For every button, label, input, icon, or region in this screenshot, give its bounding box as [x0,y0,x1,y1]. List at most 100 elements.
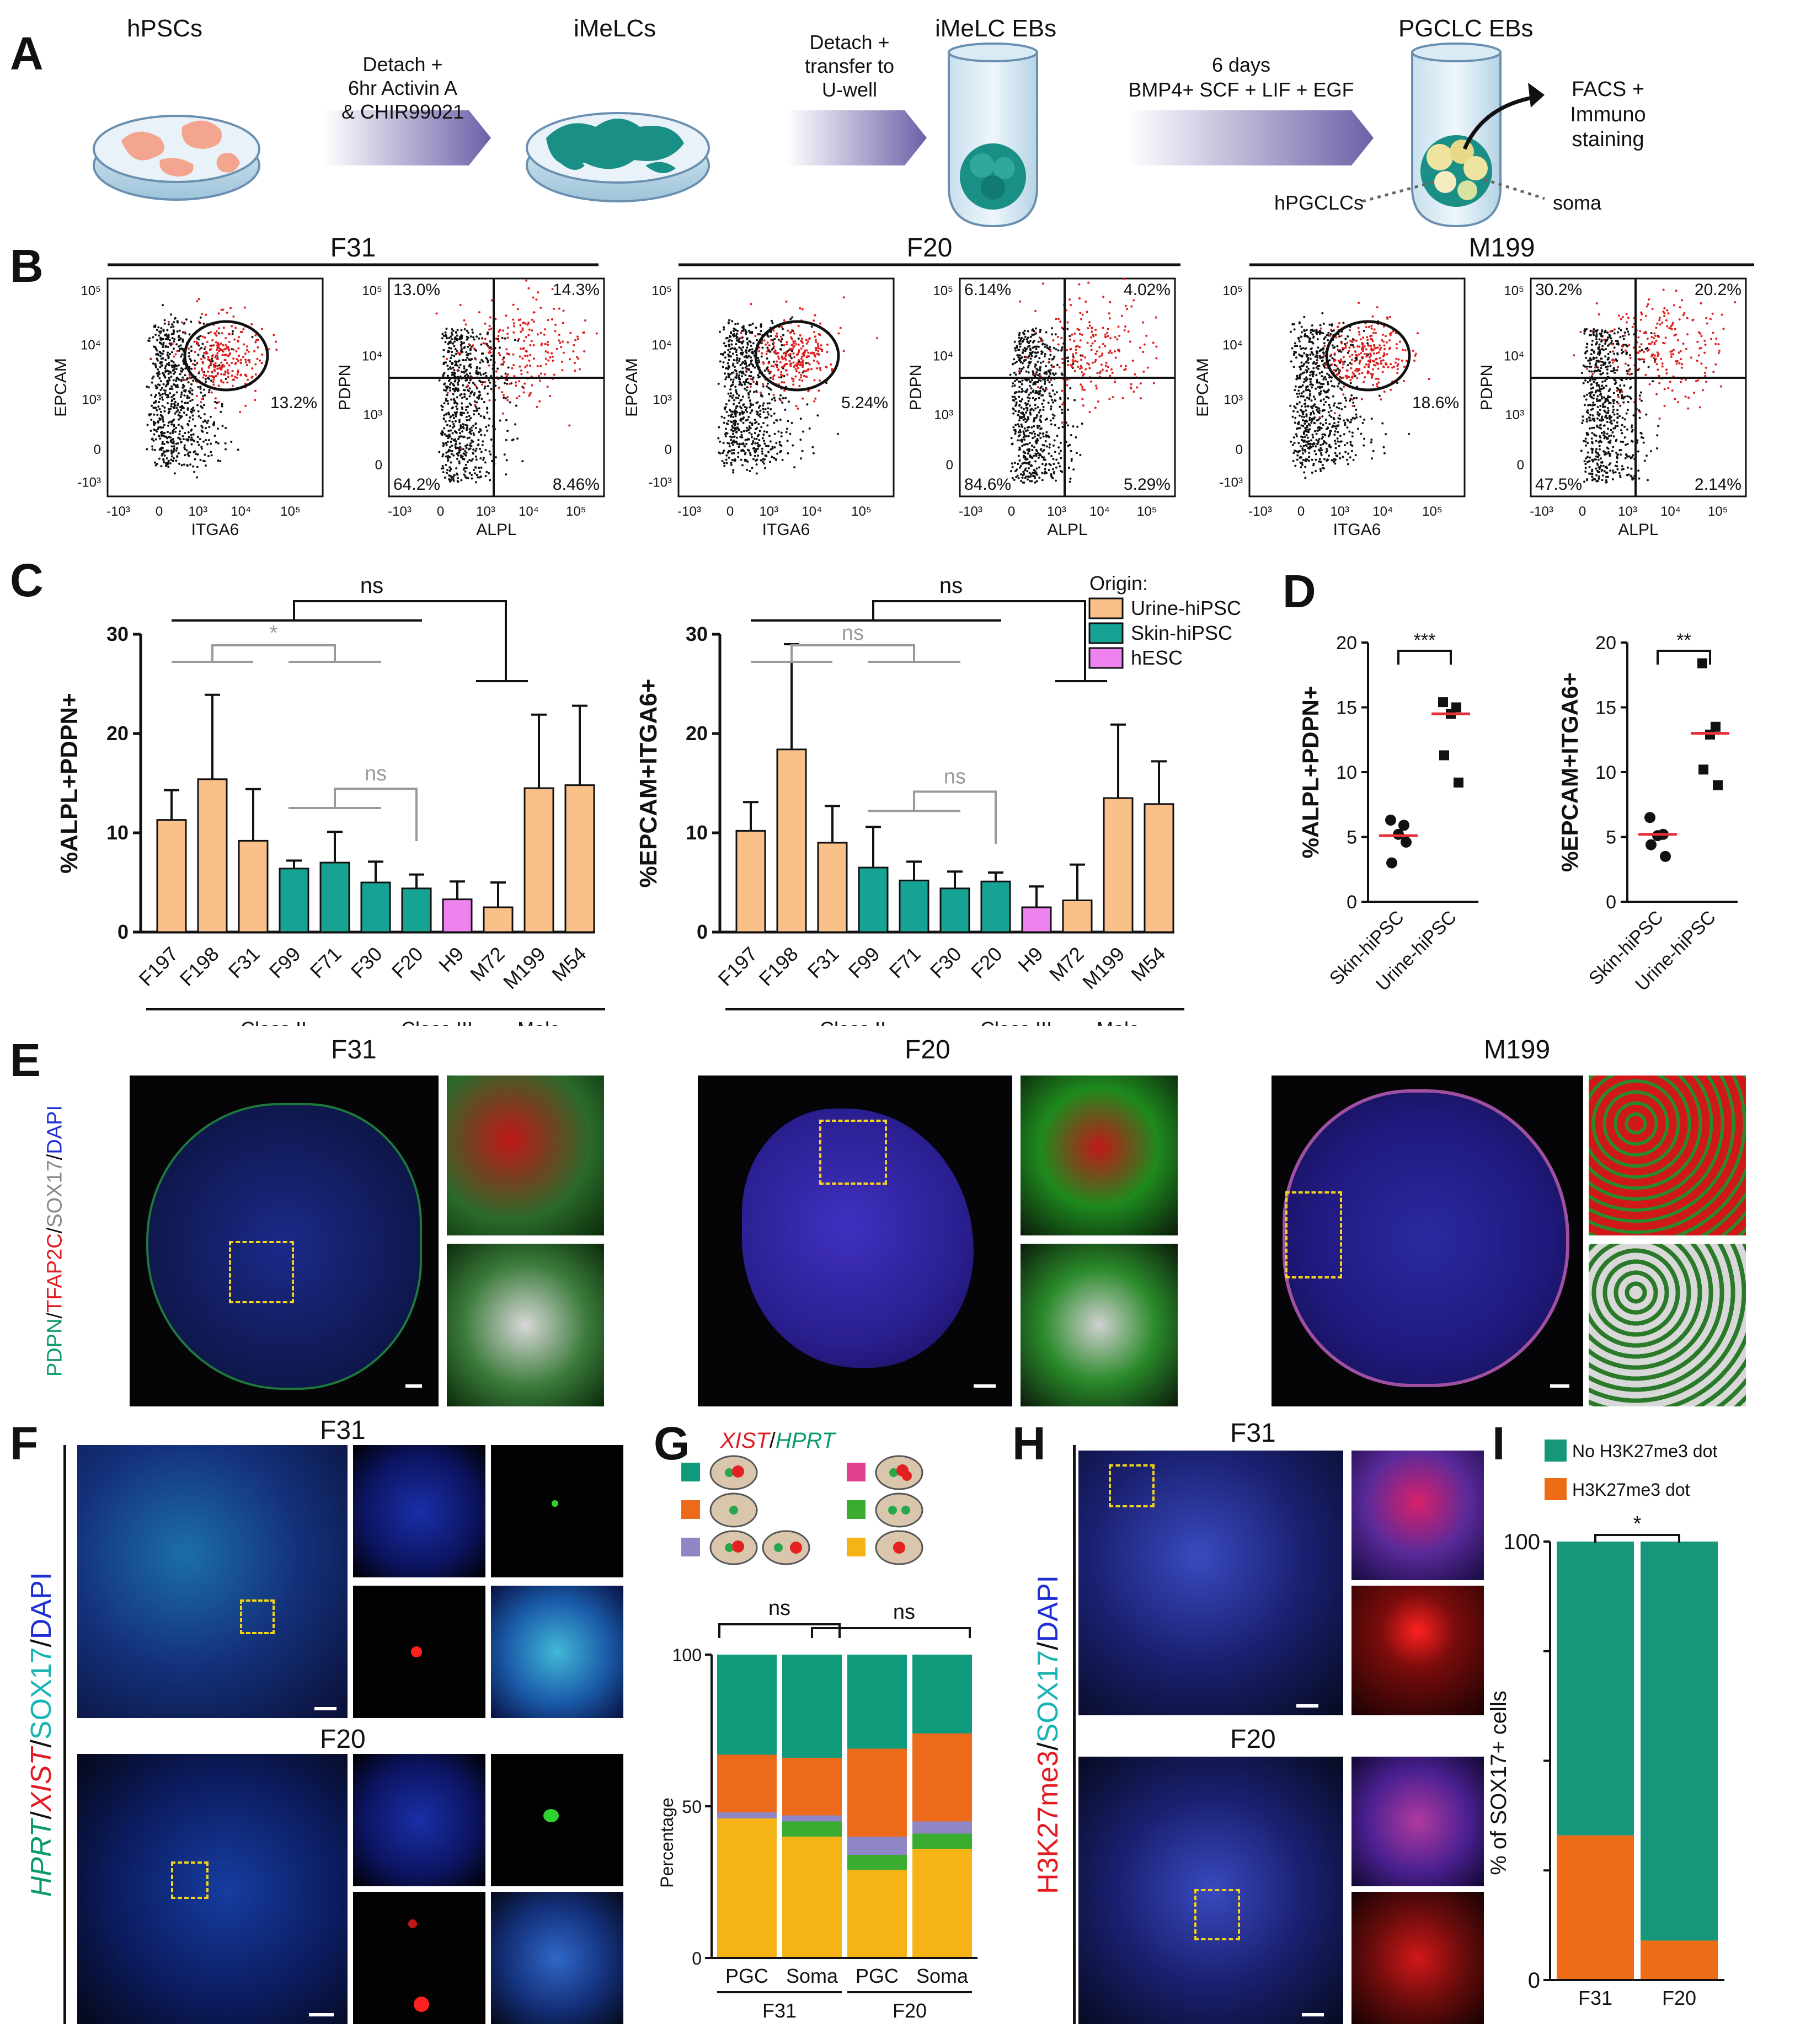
b-dot [759,413,762,416]
b-dot [776,452,779,455]
b-dot-gated [209,344,212,347]
b-dot-gated [198,320,201,323]
b-dot [1315,374,1318,377]
b-dot [462,389,465,392]
b-dot [167,459,170,462]
b-dot-gated [206,370,209,373]
b-dot [477,373,479,376]
b-dot-gated [1413,359,1416,362]
b-dot-gated [217,341,220,344]
b-dot [171,323,174,326]
b-dot-gated [1094,384,1097,387]
b-dot [751,443,754,446]
b-dot-gated [519,365,521,368]
b-dot [1299,445,1302,448]
b-dot-gated [220,368,222,371]
b-dot [1309,378,1312,381]
b-dot-gated [242,356,244,358]
b-dot [199,386,202,388]
b-dot [742,421,745,424]
b-dot [1032,389,1035,392]
b-dot-gated [798,385,801,388]
b-dot [468,381,471,384]
b-dot [453,398,456,400]
b-dot [747,415,750,418]
b-dot [741,464,744,467]
b-dot [438,451,441,453]
b-dot [175,391,178,394]
b-dot [486,429,489,432]
b-dot [158,400,161,403]
b-dot [760,323,762,326]
b-dot [464,379,467,382]
b-dot-gated [1072,353,1075,356]
b-dot [740,450,743,452]
b-dot [188,436,190,438]
b-dot [461,425,464,428]
b-dot-gated [1345,369,1348,372]
b-dot-gated [237,340,239,343]
b-dot [1312,395,1315,398]
b-dot [1034,392,1037,394]
b-dot-gated [237,360,240,362]
b-dot [1034,356,1037,358]
b-dot-gated [484,381,487,383]
b-dot [163,410,166,413]
b-dot-gated [1081,355,1084,357]
b-dot [192,465,195,468]
b-dot [154,421,157,424]
b-dot [194,458,196,461]
b-dot [1370,438,1373,441]
b-dot [467,345,469,348]
b-dot [749,349,751,351]
b-dot [162,426,164,429]
b-dot [1306,354,1309,356]
b-dot-gated [788,347,791,350]
b-dot [1059,397,1061,399]
b-dot [1029,340,1032,343]
b-dot [181,435,184,437]
b-dot [744,329,747,331]
b-dot-gated [1040,340,1043,343]
b-dot [179,373,181,376]
b-dot [732,471,735,474]
b-dot [462,371,465,373]
b-dot-gated [1358,302,1360,304]
b-dot [1315,350,1318,353]
b-dot [797,337,800,340]
b-dot [167,323,170,326]
b-dot [182,438,185,441]
b-dot-gated [184,331,186,334]
b-dot [470,432,473,435]
b-dot [486,357,489,360]
b-dot-gated [547,351,549,354]
b-dot-gated [1081,374,1084,377]
b-dot [1349,382,1352,384]
b-dot [1306,396,1308,399]
b-dot [725,403,728,405]
b-dot [1303,378,1306,381]
b-dot [186,453,189,456]
b-dot [1028,448,1030,451]
b-dot [758,439,761,442]
b-dot [1294,416,1297,419]
b-dot [1316,365,1319,367]
b-dot-gated [488,350,491,352]
b-dot [161,404,164,407]
b-dot [205,439,207,442]
b-dot-gated [1088,363,1091,366]
b-dot-gated [209,359,212,362]
b-dot [781,338,783,341]
b-dot [1303,471,1306,474]
b-dot [448,466,451,469]
b-dot-gated [1139,382,1142,385]
b-dot [164,385,167,388]
b-dot [160,465,163,468]
b-dot [749,452,751,454]
b-dot [1319,324,1322,327]
b-dot [471,429,473,432]
b-dot [730,429,733,431]
b-dot-gated [802,345,805,347]
b-dot [1302,441,1305,443]
b-dot [163,432,166,435]
